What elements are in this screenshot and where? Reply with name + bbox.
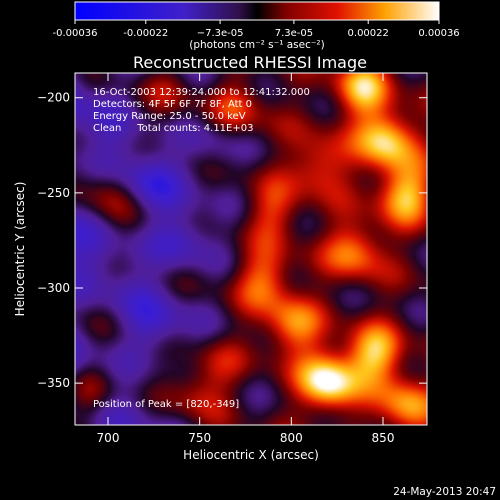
y-tick-label: −200 [37, 91, 70, 105]
x-tick-label: 750 [188, 431, 211, 445]
y-tick-label: −300 [37, 281, 70, 295]
x-tick-label: 800 [280, 431, 303, 445]
colorbar [74, 1, 440, 21]
plot-frame [74, 72, 428, 426]
peak-position-label: Position of Peak = [820,-349] [93, 399, 239, 410]
x-tick-label: 700 [97, 431, 120, 445]
y-axis-label: Heliocentric Y (arcsec) [13, 182, 27, 317]
heatmap-image [75, 73, 427, 425]
y-tick-label: −250 [37, 186, 70, 200]
colorbar-tick-label: 0.00036 [418, 28, 459, 39]
annotation-counts: Clean Total counts: 4.11E+03 [93, 123, 253, 134]
chart-title: Reconstructed RHESSI Image [133, 53, 367, 72]
colorbar-ticks: -0.00036 -0.00022 −7.3e-05 7.3e-05 0.00022 0.… [53, 20, 460, 39]
heatmap-image-area [75, 73, 427, 425]
colorbar-tick-label: 0.00022 [348, 28, 389, 39]
colorbar-tick-label: −7.3e-05 [197, 28, 244, 39]
footer-date: 24-May-2013 20:47 [393, 486, 496, 498]
axis-ticks: 700 750 800 850 −200 −250 −300 −350 [37, 73, 427, 445]
annotation-time: 16-Oct-2003 12:39:24.000 to 12:41:32.000 [93, 87, 310, 98]
x-tick-label: 850 [372, 431, 395, 445]
colorbar-units: (photons cm⁻² s⁻¹ asec⁻²) [189, 39, 324, 51]
annotation-detectors: Detectors: 4F 5F 6F 7F 8F, Att 0 [93, 99, 252, 110]
colorbar-tick-label: 7.3e-05 [275, 28, 313, 39]
annotation-energy: Energy Range: 25.0 - 50.0 keV [93, 111, 246, 122]
colorbar-tick-label: -0.00036 [53, 28, 98, 39]
colorbar-tick-label: -0.00022 [123, 28, 168, 39]
y-tick-label: −350 [37, 376, 70, 390]
x-axis-label: Heliocentric X (arcsec) [183, 448, 319, 462]
